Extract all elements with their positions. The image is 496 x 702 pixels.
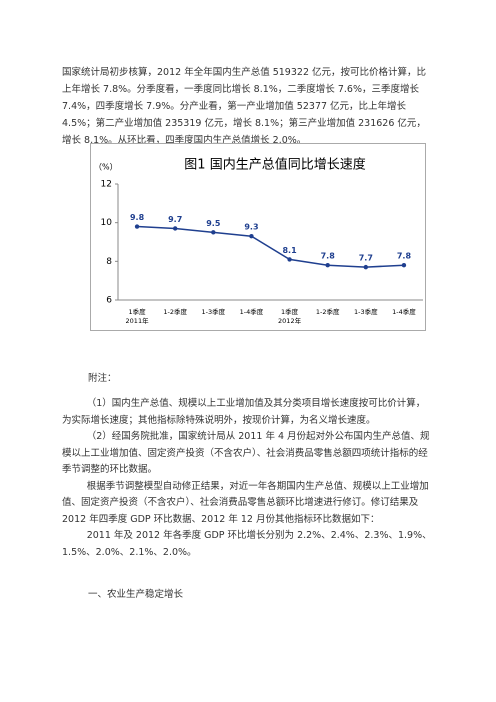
- x-tick-label: 1-3季度: [354, 307, 378, 316]
- data-label: 9.7: [168, 215, 182, 224]
- note: 根据季节调整模型自动修正结果，对近一年各期国内生产总值、规模以上工业增加值、固定…: [62, 480, 429, 525]
- y-tick-label: 10: [101, 218, 113, 228]
- marker: [211, 230, 216, 235]
- x-tick-label: 1季度: [281, 307, 299, 316]
- paragraph: 国家统计局初步核算，2012 年全年国内生产总值 519322 亿元，按可比价格…: [62, 67, 427, 146]
- chart-frame: [90, 143, 426, 331]
- x-tick-label: 1-4季度: [240, 307, 264, 316]
- x-group-label: 2012年: [278, 316, 302, 325]
- marker: [325, 263, 330, 268]
- data-label: 9.3: [244, 223, 258, 232]
- x-tick-label: 1-2季度: [316, 307, 340, 316]
- x-tick-label: 1-2季度: [163, 307, 187, 316]
- chart-title: 图1 国内生产总值同比增长速度: [184, 157, 365, 173]
- marker: [249, 234, 254, 239]
- note: （2）经国务院批准，国家统计局从 2011 年 4 月份起对外公布国内生产总值、…: [62, 431, 430, 475]
- y-axis-label: （%）: [94, 163, 118, 172]
- x-group-label: 2011年: [126, 316, 150, 325]
- note: 2011 年及 2012 年各季度 GDP 环比增长分别为 2.2%、2.4%、…: [62, 530, 432, 558]
- data-label: 8.1: [282, 246, 297, 255]
- marker: [287, 257, 292, 262]
- marker: [172, 226, 178, 231]
- y-tick-label: 8: [106, 257, 112, 267]
- data-label: 7.8: [397, 252, 412, 261]
- marker: [363, 264, 369, 270]
- y-tick-label: 6: [106, 296, 112, 306]
- marker: [134, 224, 140, 229]
- y-tick-label: 12: [101, 180, 112, 190]
- data-label: 7.8: [321, 252, 336, 261]
- marker: [401, 263, 407, 268]
- line: [137, 225, 404, 268]
- notes-heading: 附注：: [88, 373, 117, 384]
- note: （1）国内生产总值、规模以上工业增加值及其分类项目增长速度按可比价计算，为实际增…: [62, 398, 426, 426]
- notes: （1）国内生产总值、规模以上工业增加值及其分类项目增长速度按可比价计算，为实际增…: [62, 396, 434, 561]
- section-heading: 一、农业生产稳定增长: [88, 589, 184, 600]
- data-label: 9.8: [130, 213, 145, 222]
- x-tick-label: 1-4季度: [392, 307, 416, 316]
- x-tick-label: 1季度: [128, 307, 146, 316]
- data-label: 7.7: [359, 254, 373, 263]
- x-tick-label: 1-3季度: [202, 307, 226, 316]
- data-label: 9.5: [206, 219, 221, 228]
